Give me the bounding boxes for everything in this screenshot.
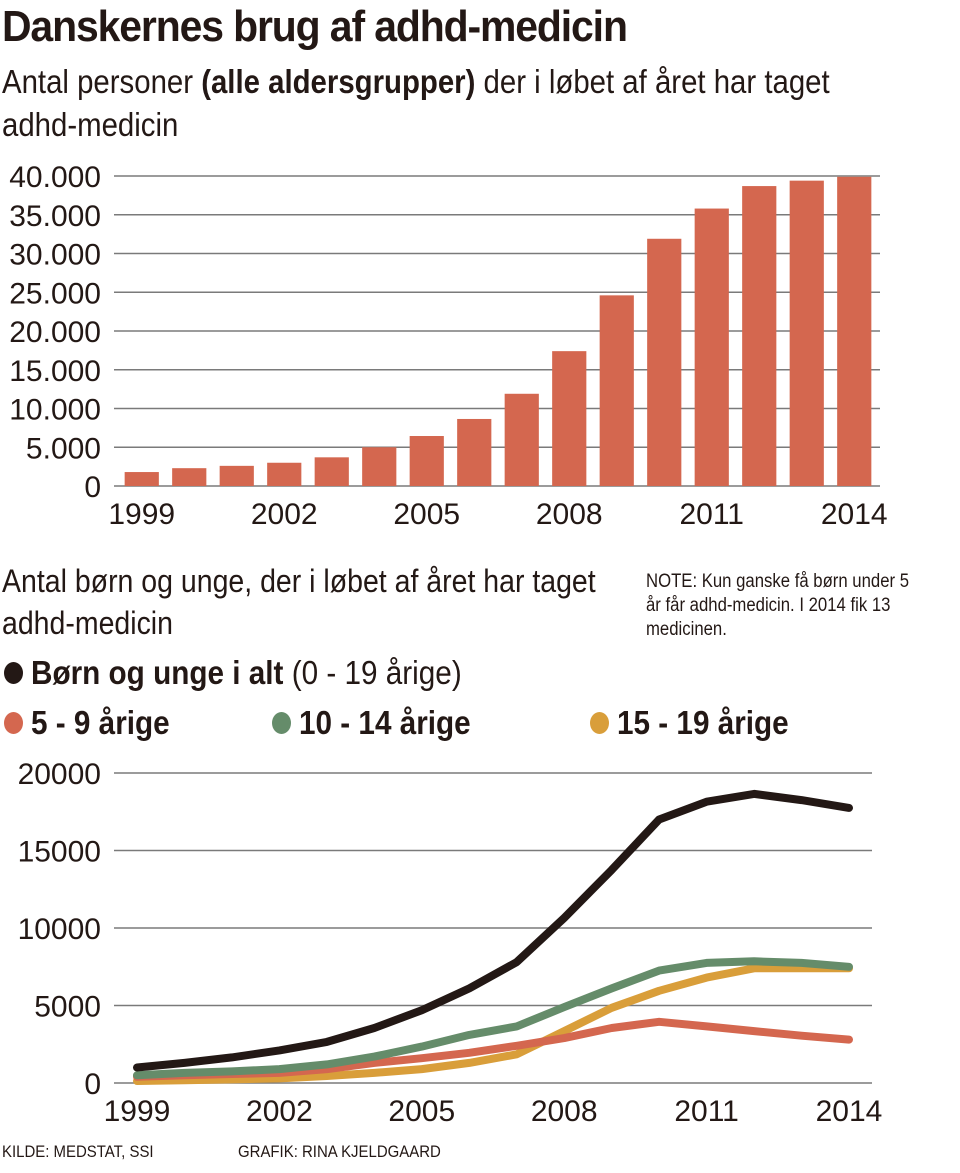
y-tick-label: 5.000 bbox=[26, 432, 101, 465]
chart-title: Danskernes brug af adhd-medicin bbox=[2, 2, 628, 51]
legend-label-normal: (0 - 19 årige) bbox=[283, 654, 462, 691]
x-tick-label: 1999 bbox=[108, 498, 175, 531]
y-tick-label: 30.000 bbox=[9, 239, 101, 272]
source-credit: KILDE: MEDSTAT, SSI bbox=[2, 1142, 154, 1161]
bar-1999 bbox=[124, 472, 159, 486]
legend-label: Børn og unge i alt (0 - 19 årige) bbox=[31, 654, 462, 692]
x-tick-label: 2011 bbox=[674, 1095, 739, 1128]
bar-2000 bbox=[172, 468, 207, 486]
x-tick-label: 2008 bbox=[531, 1095, 598, 1128]
bar-2003 bbox=[314, 457, 349, 486]
bar-2002 bbox=[267, 462, 302, 486]
x-tick-label: 2005 bbox=[388, 1095, 455, 1128]
bar-2007 bbox=[504, 393, 539, 486]
legend-item-15-19: 15 - 19 årige bbox=[590, 704, 808, 742]
y-tick-label: 20000 bbox=[18, 758, 101, 791]
x-tick-label: 2002 bbox=[251, 498, 318, 531]
bar-2009 bbox=[599, 295, 634, 486]
x-tick-label: 1999 bbox=[104, 1095, 171, 1128]
subtitle-part: der i løbet af året har taget adhd-medic… bbox=[2, 63, 830, 143]
y-tick-label: 10000 bbox=[18, 913, 101, 946]
bar-2008 bbox=[552, 351, 587, 486]
y-tick-label: 35.000 bbox=[9, 200, 101, 233]
bar-2004 bbox=[362, 447, 397, 486]
y-tick-label: 25.000 bbox=[9, 277, 101, 310]
x-tick-label: 2011 bbox=[679, 498, 744, 531]
y-tick-label: 0 bbox=[84, 1068, 101, 1101]
bar-2012 bbox=[742, 186, 777, 486]
y-tick-label: 40.000 bbox=[9, 161, 101, 194]
subtitle-part: Antal personer bbox=[2, 63, 202, 100]
y-tick-label: 15.000 bbox=[9, 355, 101, 388]
bar-2013 bbox=[789, 180, 824, 486]
line-chart-subtitle: Antal børn og unge, der i løbet af året … bbox=[2, 563, 596, 641]
legend-dot-icon bbox=[272, 712, 291, 734]
subtitle-bold-part: (alle aldersgrupper) bbox=[201, 63, 476, 100]
bar-chart-subtitle: Antal personer (alle aldersgrupper) der … bbox=[2, 60, 910, 146]
legend-item-total: Børn og unge i alt (0 - 19 årige) bbox=[4, 654, 510, 692]
legend-label: 15 - 19 årige bbox=[617, 704, 789, 741]
x-tick-label: 2002 bbox=[246, 1095, 313, 1128]
x-tick-label: 2008 bbox=[536, 498, 603, 531]
legend-item-5-9: 5 - 9 årige bbox=[4, 704, 185, 742]
y-tick-label: 20.000 bbox=[9, 316, 101, 349]
bar-2010 bbox=[647, 238, 682, 486]
bar-2006 bbox=[457, 418, 492, 486]
legend-label: 5 - 9 årige bbox=[31, 704, 170, 741]
legend-label-bold: Børn og unge i alt bbox=[31, 654, 284, 691]
legend-dot-icon bbox=[4, 662, 23, 684]
legend-dot-icon bbox=[590, 712, 609, 734]
y-tick-label: 0 bbox=[84, 471, 101, 504]
bar-chart: 0 5.000 10.000 15.000 20.000 25.000 30.000 35.0… bbox=[9, 161, 888, 531]
legend-label: 10 - 14 årige bbox=[299, 704, 471, 741]
series-line-10-14-rige bbox=[133, 957, 853, 1080]
graphic-credit: GRAFIK: RINA KJELDGAARD bbox=[238, 1142, 441, 1161]
note-text: NOTE: Kun ganske få børn under 5 år får … bbox=[646, 571, 910, 640]
legend-item-10-14: 10 - 14 årige bbox=[272, 704, 490, 742]
series-line-b-rn-og-unge-i-alt-0-19-rige- bbox=[133, 789, 853, 1072]
x-tick-label: 2014 bbox=[821, 498, 888, 531]
y-tick-label: 10.000 bbox=[9, 394, 101, 427]
bar-2001 bbox=[219, 465, 254, 486]
bar-2011 bbox=[694, 208, 729, 487]
legend-dot-icon bbox=[4, 712, 23, 734]
series-line-15-19-rige bbox=[133, 964, 853, 1085]
x-tick-label: 2014 bbox=[816, 1095, 883, 1128]
line-chart: 0 5000 10000 15000 20000 1999 2002 2005 2008 2011… bbox=[18, 758, 883, 1128]
y-tick-label: 15000 bbox=[18, 836, 101, 869]
x-tick-label: 2005 bbox=[393, 498, 460, 531]
y-tick-label: 5000 bbox=[34, 991, 101, 1024]
bar-2005 bbox=[409, 436, 444, 486]
bar-2014 bbox=[837, 176, 872, 486]
